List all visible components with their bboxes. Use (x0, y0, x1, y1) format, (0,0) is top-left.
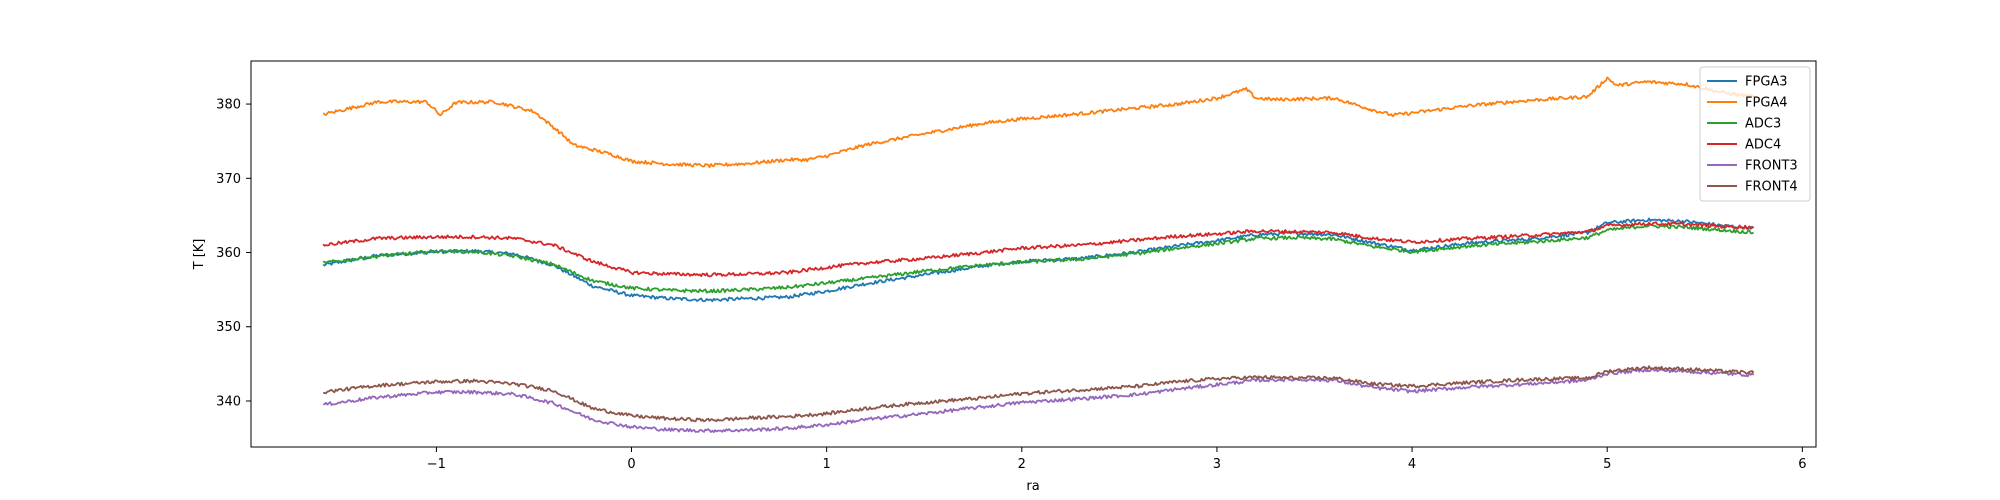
legend: FPGA3 FPGA4 ADC3 ADC4 FRONT3 FRONT4 (1699, 66, 1811, 202)
series-line-adc4 (322, 221, 1754, 278)
y-tick-label: 370 (216, 172, 241, 187)
x-tick-label: 6 (1798, 457, 1806, 472)
x-tick-label: 0 (627, 457, 635, 472)
legend-label: ADC3 (1745, 117, 1781, 132)
series-line-front3 (323, 367, 1755, 434)
series-line-fpga4 (322, 76, 1755, 169)
x-axis: −1 0 1 2 3 4 5 6 (427, 447, 1806, 472)
y-tick-label: 360 (216, 246, 241, 261)
legend-box (1699, 66, 1811, 202)
x-tick-label: 1 (823, 457, 831, 472)
y-axis-label: T [K] (192, 239, 207, 271)
x-tick-label: 5 (1603, 457, 1611, 472)
legend-label: FRONT3 (1745, 159, 1798, 174)
x-tick-label: 3 (1213, 457, 1221, 472)
x-tick-label: −1 (427, 457, 446, 472)
y-axis: 340 350 360 370 380 (216, 98, 251, 409)
series-line-adc3 (322, 223, 1755, 294)
x-axis-label: ra (1026, 479, 1039, 494)
y-tick-label: 380 (216, 98, 241, 113)
x-tick-label: 4 (1408, 457, 1416, 472)
series-line-front4 (322, 365, 1755, 423)
legend-label: ADC4 (1745, 138, 1781, 153)
legend-label: FPGA4 (1745, 96, 1788, 111)
legend-label: FPGA3 (1745, 75, 1788, 90)
x-tick-label: 2 (1018, 457, 1026, 472)
legend-label: FRONT4 (1745, 180, 1798, 195)
y-tick-label: 350 (216, 320, 241, 335)
y-tick-label: 340 (216, 394, 241, 409)
series-group (322, 76, 1755, 434)
